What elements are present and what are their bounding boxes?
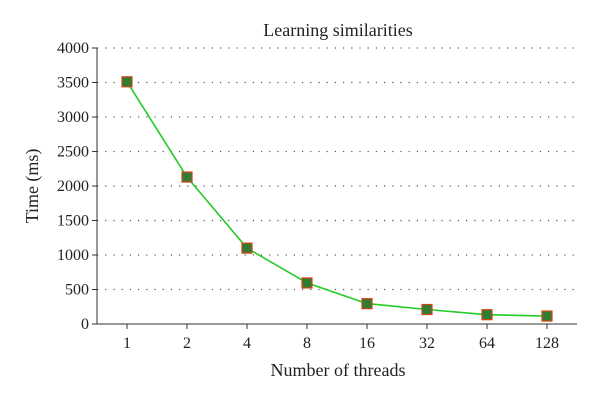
- x-tick-label: 1: [123, 335, 131, 352]
- chart-title: Learning similarities: [263, 20, 412, 40]
- axes: [96, 48, 577, 325]
- y-tick-label: 3500: [57, 75, 89, 92]
- x-axis-label: Number of threads: [271, 360, 406, 380]
- y-tick-label: 2500: [57, 144, 89, 161]
- x-tick-label: 4: [243, 335, 251, 352]
- y-tick-label: 3000: [57, 109, 89, 126]
- y-tick-labels: 0 500 1000 1500 2000 2500 3000 3500 4000: [57, 40, 89, 333]
- x-tick-label: 64: [479, 335, 495, 352]
- y-tick-label: 4000: [57, 40, 89, 57]
- x-tick-label: 2: [183, 335, 191, 352]
- x-tick-label: 32: [419, 335, 435, 352]
- x-tick-label: 8: [303, 335, 311, 352]
- grid: [92, 47, 577, 329]
- x-tick-label: 16: [359, 335, 375, 352]
- y-tick-label: 1500: [57, 213, 89, 230]
- series-layer: [121, 76, 553, 322]
- y-tick-label: 2000: [57, 178, 89, 195]
- y-tick-label: 0: [81, 316, 89, 333]
- data-point-128: [541, 310, 553, 322]
- series-line: [126, 81, 548, 317]
- y-axis-label: Time (ms): [22, 149, 43, 224]
- data-point-64: [481, 309, 493, 321]
- x-tick-label: 128: [535, 335, 559, 352]
- data-point-8: [301, 277, 313, 289]
- data-point-16: [361, 298, 373, 310]
- x-tick-labels: 1 2 4 8 16 32 64 128: [123, 335, 559, 352]
- y-tick-label: 1000: [57, 247, 89, 264]
- data-point-1: [121, 76, 133, 88]
- y-tick-label: 500: [65, 282, 89, 299]
- data-point-32: [421, 303, 433, 316]
- data-point-2: [181, 171, 193, 183]
- data-point-4: [241, 242, 253, 254]
